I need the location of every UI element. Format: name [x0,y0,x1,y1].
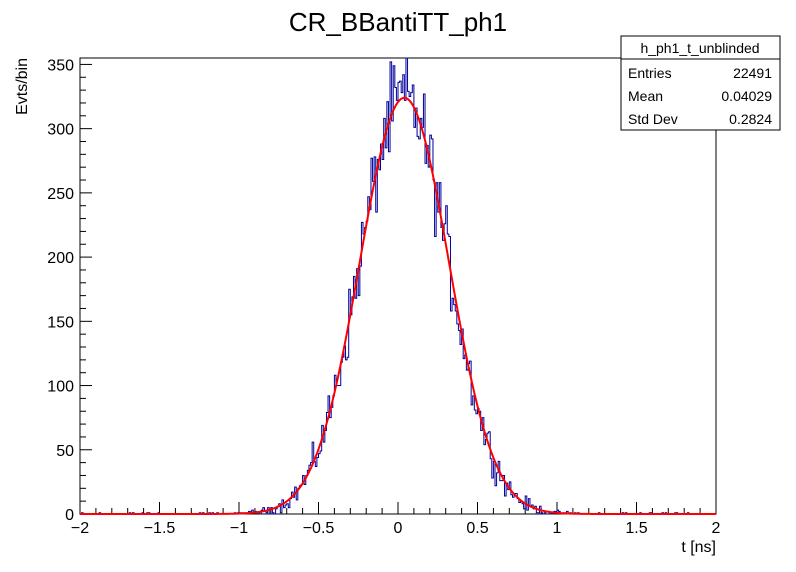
x-axis-label: t [ns] [681,539,716,556]
y-tick-label: 200 [47,250,74,267]
stats-entries-value: 22491 [733,65,772,81]
x-axis-ticks: −2 −1.5 −1 −0.5 0 0.5 1 1.5 2 [71,502,721,537]
x-tick-label: 1.5 [625,520,647,537]
y-axis-ticks: 0 50 100 150 200 250 300 350 [47,57,92,524]
stats-box-frame [620,35,781,131]
stats-mean-label: Mean [628,88,663,104]
x-tick-label: −0.5 [303,520,335,537]
x-tick-label: −1.5 [144,520,176,537]
stats-box-title: h_ph1_t_unblinded [640,40,759,56]
stats-mean-value: 0.04029 [721,88,772,104]
stats-entries-label: Entries [628,65,672,81]
stats-box: h_ph1_t_unblinded Entries 22491 Mean 0.0… [620,35,781,131]
y-tick-label: 50 [56,443,74,460]
y-tick-label: 0 [65,507,74,524]
x-tick-label: 1 [553,520,562,537]
y-tick-label: 350 [47,57,74,74]
x-tick-label: −2 [71,520,89,537]
stats-stddev-value: 0.2824 [729,111,772,127]
y-axis-label: Evts/bin [14,58,31,115]
x-tick-label: −1 [230,520,248,537]
x-tick-label: 0 [394,520,403,537]
stats-stddev-label: Std Dev [628,111,678,127]
chart-title: CR_BBantiTT_ph1 [289,7,507,37]
y-tick-label: 100 [47,379,74,396]
y-tick-label: 300 [47,122,74,139]
gaussian-fit-curve [80,96,716,515]
y-tick-label: 150 [47,314,74,331]
y-tick-label: 250 [47,186,74,203]
x-tick-label: 2 [712,520,721,537]
x-tick-label: 0.5 [466,520,488,537]
